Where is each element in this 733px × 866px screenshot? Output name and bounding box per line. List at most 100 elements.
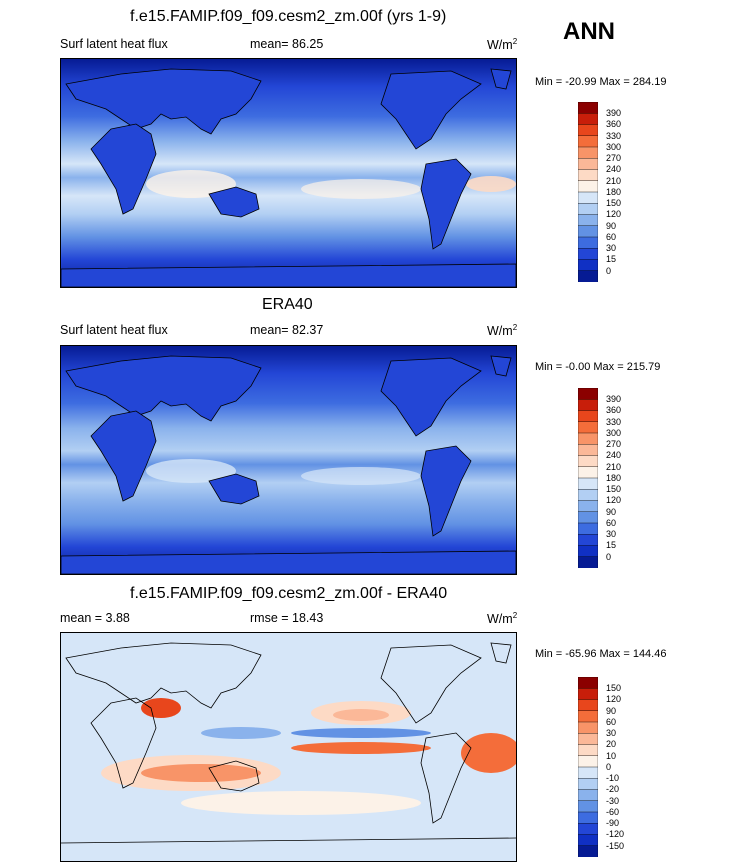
- panel-3-colorbar-label: 20: [606, 739, 617, 749]
- colorbar-swatch: [577, 432, 599, 445]
- panel-2-colorbar-label: 120: [606, 495, 622, 505]
- colorbar-swatch: [577, 124, 599, 137]
- colorbar-swatch: [577, 180, 599, 193]
- panel-2-variable-label: Surf latent heat flux: [60, 323, 168, 337]
- colorbar-swatch: [577, 676, 599, 689]
- panel-3-minmax: Min = -65.96 Max = 144.46: [535, 648, 667, 660]
- colorbar-swatch: [577, 399, 599, 412]
- panel-3-colorbar-label: -150: [606, 841, 625, 851]
- panel-1-colorbar-label: 180: [606, 187, 622, 197]
- panel-1-colorbar-label: 0: [606, 266, 612, 276]
- panel-2-colorbar-label: 210: [606, 462, 622, 472]
- panel-1-colorbar-label: 210: [606, 176, 622, 186]
- colorbar-swatch: [577, 500, 599, 513]
- panel-1-colorbar-labels: 390 360 330 300 270 240 210 180 150 120 …: [606, 102, 636, 282]
- panel-2-colorbar-label: 180: [606, 473, 622, 483]
- panel-1-colorbar-label: 150: [606, 198, 622, 208]
- colorbar-swatch: [577, 721, 599, 734]
- panel-3-colorbar-label: 30: [606, 728, 617, 738]
- panel-1-colorbar: [577, 101, 599, 283]
- panel-3-colorbar: [577, 676, 599, 858]
- panel-3-colorbar-label: 120: [606, 694, 622, 704]
- panel-3-mean: mean = 3.88: [60, 611, 130, 625]
- colorbar-swatch: [577, 845, 599, 858]
- panel-2-colorbar-label: 150: [606, 484, 622, 494]
- colorbar-swatch: [577, 744, 599, 757]
- panel-3-title: f.e15.FAMIP.f09_f09.cesm2_zm.00f - ERA40: [130, 585, 448, 602]
- panel-1-minmax: Min = -20.99 Max = 284.19: [535, 76, 667, 88]
- colorbar-swatch: [577, 270, 599, 283]
- colorbar-swatch: [577, 556, 599, 569]
- panel-2-units: W/m2: [487, 323, 518, 339]
- panel-1-units: W/m2: [487, 37, 518, 53]
- panel-3-colorbar-label: -20: [606, 784, 620, 794]
- panel-2-colorbar-label: 360: [606, 405, 622, 415]
- colorbar-swatch: [577, 823, 599, 836]
- panel-3-colorbar-label: 0: [606, 762, 612, 772]
- colorbar-swatch: [577, 811, 599, 824]
- colorbar-swatch: [577, 214, 599, 227]
- panel-1-colorbar-label: 90: [606, 221, 617, 231]
- colorbar-swatch: [577, 511, 599, 524]
- colorbar-swatch: [577, 158, 599, 171]
- panel-3-colorbar-label: 90: [606, 706, 617, 716]
- colorbar-swatch: [577, 421, 599, 434]
- colorbar-swatch: [577, 169, 599, 182]
- colorbar-swatch: [577, 248, 599, 261]
- panel-1-colorbar-label: 360: [606, 119, 622, 129]
- panel-3-colorbar-label: 60: [606, 717, 617, 727]
- panel-1-map: [60, 58, 517, 288]
- panel-2-colorbar-label: 330: [606, 417, 622, 427]
- panel-1-colorbar-label: 240: [606, 164, 622, 174]
- panel-2-colorbar-label: 60: [606, 518, 617, 528]
- panel-3-colorbar-label: 150: [606, 683, 622, 693]
- panel-3-colorbar-label: -10: [606, 773, 620, 783]
- panel-1-colorbar-label: 60: [606, 232, 617, 242]
- panel-1-variable-label: Surf latent heat flux: [60, 37, 168, 51]
- colorbar-swatch: [577, 710, 599, 723]
- panel-1-colorbar-label: 30: [606, 243, 617, 253]
- colorbar-swatch: [577, 800, 599, 813]
- panel-2-mean: mean= 82.37: [250, 323, 324, 337]
- panel-2-colorbar-label: 390: [606, 394, 622, 404]
- colorbar-swatch: [577, 444, 599, 457]
- colorbar-swatch: [577, 191, 599, 204]
- panel-2-colorbar-label: 30: [606, 529, 617, 539]
- panel-1-colorbar-label: 330: [606, 131, 622, 141]
- colorbar-swatch: [577, 466, 599, 479]
- colorbar-swatch: [577, 789, 599, 802]
- panel-3-colorbar-label: -120: [606, 829, 625, 839]
- colorbar-swatch: [577, 534, 599, 547]
- panel-1-colorbar-label: 270: [606, 153, 622, 163]
- colorbar-swatch: [577, 733, 599, 746]
- panel-2-colorbar-label: 0: [606, 552, 612, 562]
- panel-2-colorbar-label: 300: [606, 428, 622, 438]
- panel-2-colorbar-label: 240: [606, 450, 622, 460]
- colorbar-swatch: [577, 455, 599, 468]
- panel-3-units: W/m2: [487, 611, 518, 627]
- colorbar-swatch: [577, 259, 599, 272]
- colorbar-swatch: [577, 688, 599, 701]
- panel-2-map: [60, 345, 517, 575]
- panel-2-colorbar-label: 90: [606, 507, 617, 517]
- colorbar-swatch: [577, 755, 599, 768]
- colorbar-swatch: [577, 236, 599, 249]
- panel-3-rmse: rmse = 18.43: [250, 611, 324, 625]
- panel-2-colorbar-label: 270: [606, 439, 622, 449]
- panel-1-colorbar-label: 15: [606, 254, 617, 264]
- panel-1-colorbar-label: 300: [606, 142, 622, 152]
- colorbar-swatch: [577, 113, 599, 126]
- colorbar-swatch: [577, 410, 599, 423]
- panel-2-colorbar: [577, 387, 599, 569]
- colorbar-swatch: [577, 778, 599, 791]
- panel-2-title: ERA40: [262, 296, 313, 313]
- panel-1-colorbar-label: 390: [606, 108, 622, 118]
- panel-2-minmax: Min = -0.00 Max = 215.79: [535, 361, 661, 373]
- colorbar-swatch: [577, 545, 599, 558]
- panel-3-colorbar-label: -30: [606, 796, 620, 806]
- panel-2-colorbar-labels: 390 360 330 300 270 240 210 180 150 120 …: [606, 388, 636, 568]
- colorbar-swatch: [577, 387, 599, 400]
- colorbar-swatch: [577, 522, 599, 535]
- colorbar-swatch: [577, 489, 599, 502]
- colorbar-swatch: [577, 101, 599, 114]
